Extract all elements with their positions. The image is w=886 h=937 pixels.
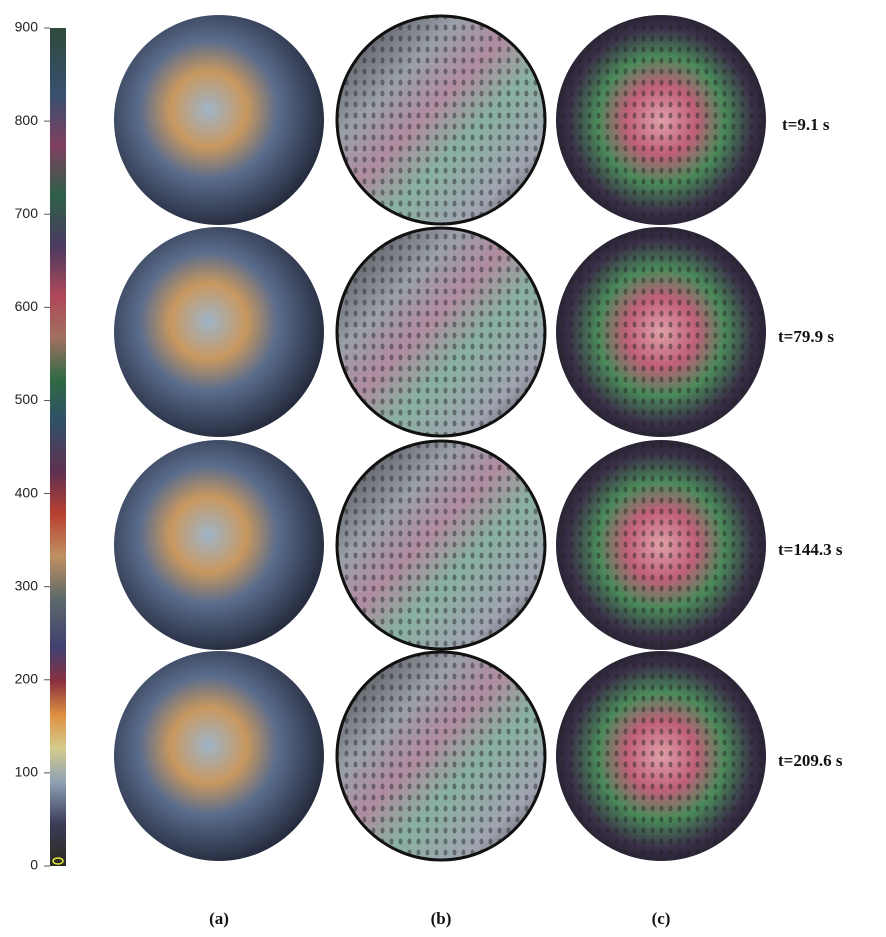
panel-label: (b) xyxy=(431,909,452,928)
colorbar-tick-label: 800 xyxy=(15,112,39,128)
time-label: t=9.1 s xyxy=(782,115,830,134)
colorbar-tick-label: 400 xyxy=(15,484,39,500)
time-label: t=209.6 s xyxy=(778,751,843,770)
sample-image-grid xyxy=(557,652,765,860)
sample-image-grid xyxy=(337,228,545,436)
sample-image-rim xyxy=(335,439,547,651)
colorbar xyxy=(50,28,66,866)
time-label: t=79.9 s xyxy=(778,327,834,346)
colorbar-tick-label: 200 xyxy=(15,670,39,686)
sample-image-grid xyxy=(557,441,765,649)
sample-image-grid xyxy=(337,441,545,649)
colorbar-tick-label: 0 xyxy=(30,857,38,873)
colorbar-tick-label: 600 xyxy=(15,298,39,314)
sample-image xyxy=(114,651,324,861)
sample-image xyxy=(114,227,324,437)
sample-image xyxy=(114,440,324,650)
sample-image-grid xyxy=(337,16,545,224)
sample-image-grid xyxy=(557,16,765,224)
sample-image-rim xyxy=(335,650,547,862)
sample-image-rim xyxy=(335,14,547,226)
sample-image-grid xyxy=(337,652,545,860)
panel-label: (a) xyxy=(209,909,229,928)
time-label: t=144.3 s xyxy=(778,540,843,559)
colorbar-tick-label: 900 xyxy=(15,19,39,35)
colorbar-tick-label: 300 xyxy=(15,577,39,593)
colorbar-tick-label: 500 xyxy=(15,391,39,407)
sample-image-rim xyxy=(335,226,547,438)
colorbar-marker xyxy=(52,857,64,865)
colorbar-tick-label: 700 xyxy=(15,205,39,221)
panel-label: (c) xyxy=(652,909,671,928)
sample-image xyxy=(114,15,324,225)
sample-image-grid xyxy=(557,228,765,436)
colorbar-tick-label: 100 xyxy=(15,764,39,780)
